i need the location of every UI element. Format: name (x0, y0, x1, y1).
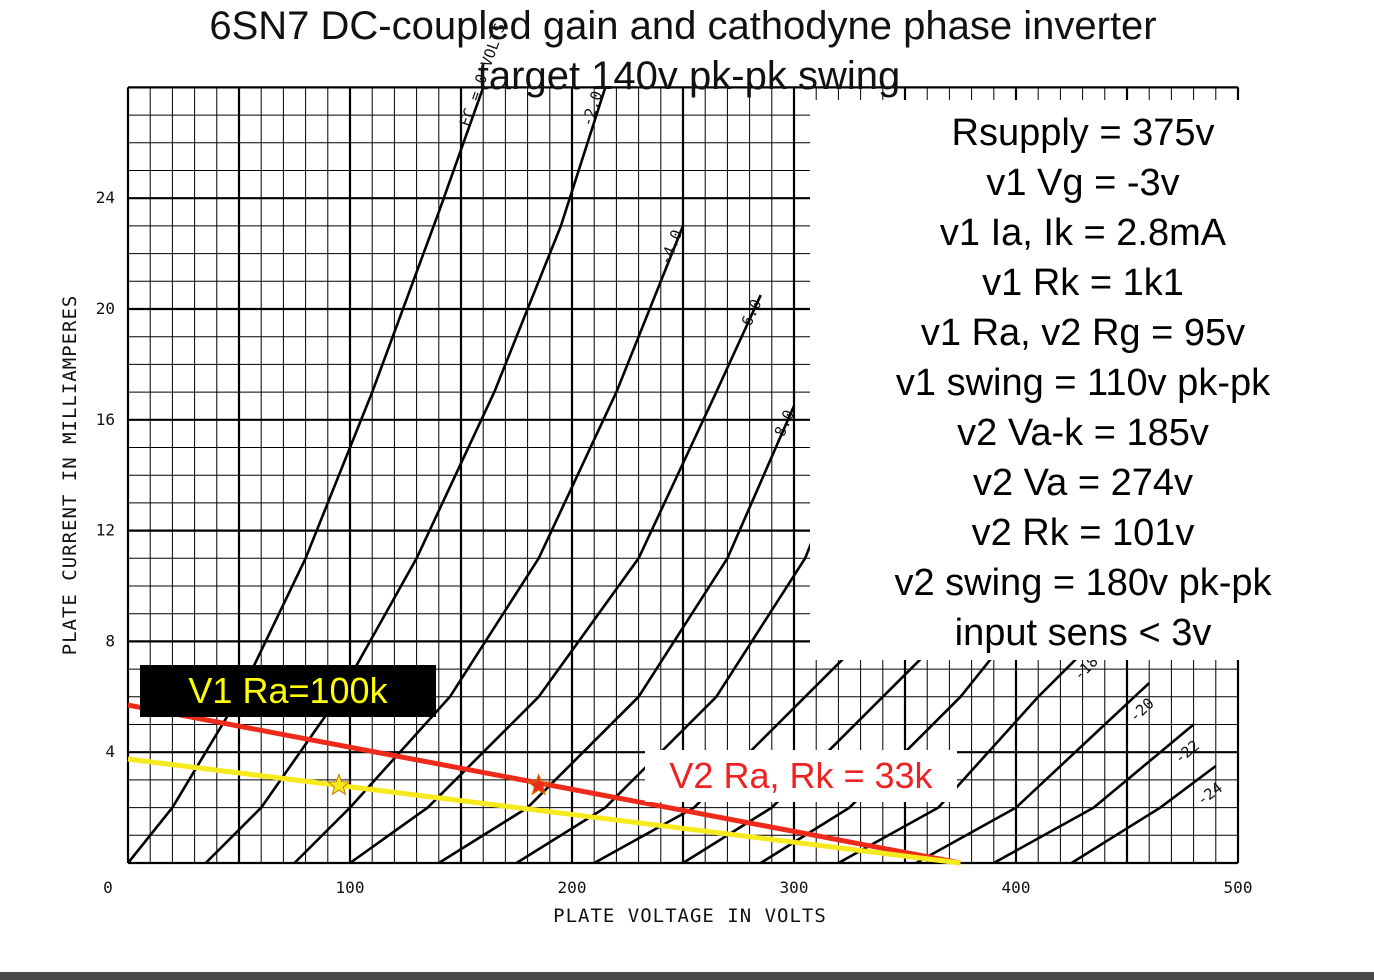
y-tick-label: 8 (105, 631, 115, 650)
operating-points (327, 772, 551, 796)
chart-title: 6SN7 DC-coupled gain and cathodyne phase… (209, 4, 1157, 48)
x-axis-label: PLATE VOLTAGE IN VOLTS (553, 905, 827, 927)
v1-operating-point-star (327, 772, 351, 796)
y-tick-label: 12 (96, 521, 115, 540)
curve-label: -24 (1193, 779, 1225, 810)
parameters-list: Rsupply = 375v v1 Vg = -3v v1 Ia, Ik = 2… (810, 108, 1356, 658)
param-v1-swing: v1 swing = 110v pk-pk (895, 362, 1271, 404)
param-v1-ia-ik: v1 Ia, Ik = 2.8mA (939, 212, 1227, 254)
grid-curve-12 (1070, 764, 1217, 865)
grid-curve-1 (204, 87, 607, 864)
parameters-panel: Rsupply = 375v v1 Vg = -3v v1 Ia, Ik = 2… (810, 100, 1356, 660)
param-v1-vg: v1 Vg = -3v (986, 162, 1180, 204)
y-tick-label: 16 (96, 410, 115, 429)
grid-curve-2 (293, 225, 685, 864)
y-tick-label: 4 (105, 742, 115, 761)
axis-ticks: 0 100 200 300 400 500 4 8 12 16 20 24 (96, 188, 1253, 897)
grid-curve-11 (993, 723, 1195, 865)
grid-curve-9 (837, 640, 1095, 865)
param-input-sens: input sens < 3v (954, 612, 1212, 654)
curve-label: -6.0 (734, 296, 765, 336)
v2-operating-point-star (526, 772, 551, 796)
v1-load-line-label: V1 Ra=100k (140, 665, 436, 717)
y-tick-label: 24 (96, 188, 115, 207)
x-tick-label: 200 (558, 878, 587, 897)
x-tick-label: 400 (1002, 878, 1031, 897)
param-rsupply: Rsupply = 375v (951, 112, 1215, 154)
y-tick-label: 20 (96, 299, 115, 318)
param-v2-swing: v2 swing = 180v pk-pk (894, 562, 1272, 604)
param-v2-va-k: v2 Va-k = 185v (957, 412, 1209, 454)
v2-load-line-label: V2 Ra, Rk = 33k (645, 750, 957, 802)
grid-curve-10 (915, 682, 1151, 865)
grid-curve-0 (126, 86, 485, 864)
x-tick-label: 0 (103, 878, 113, 897)
x-tick-label: 100 (336, 878, 365, 897)
param-v2-rk: v2 Rk = 101v (971, 512, 1195, 554)
x-tick-label: 500 (1224, 878, 1253, 897)
grid-curve-4 (438, 405, 796, 865)
param-v2-va: v2 Va = 274v (972, 462, 1194, 504)
grid-curve-5 (515, 530, 818, 865)
grid-curve-3 (349, 294, 762, 865)
bottom-bar (0, 972, 1374, 980)
x-tick-label: 300 (780, 878, 809, 897)
v1-load-line (127, 756, 961, 866)
param-v1-rk: v1 Rk = 1k1 (982, 262, 1184, 304)
chart-subtitle: target 140v pk-pk swing (477, 54, 901, 98)
y-axis-label: PLATE CURRENT IN MILLIAMPERES (59, 295, 81, 656)
param-v1-ra-v2-rg: v1 Ra, v2 Rg = 95v (920, 312, 1246, 354)
